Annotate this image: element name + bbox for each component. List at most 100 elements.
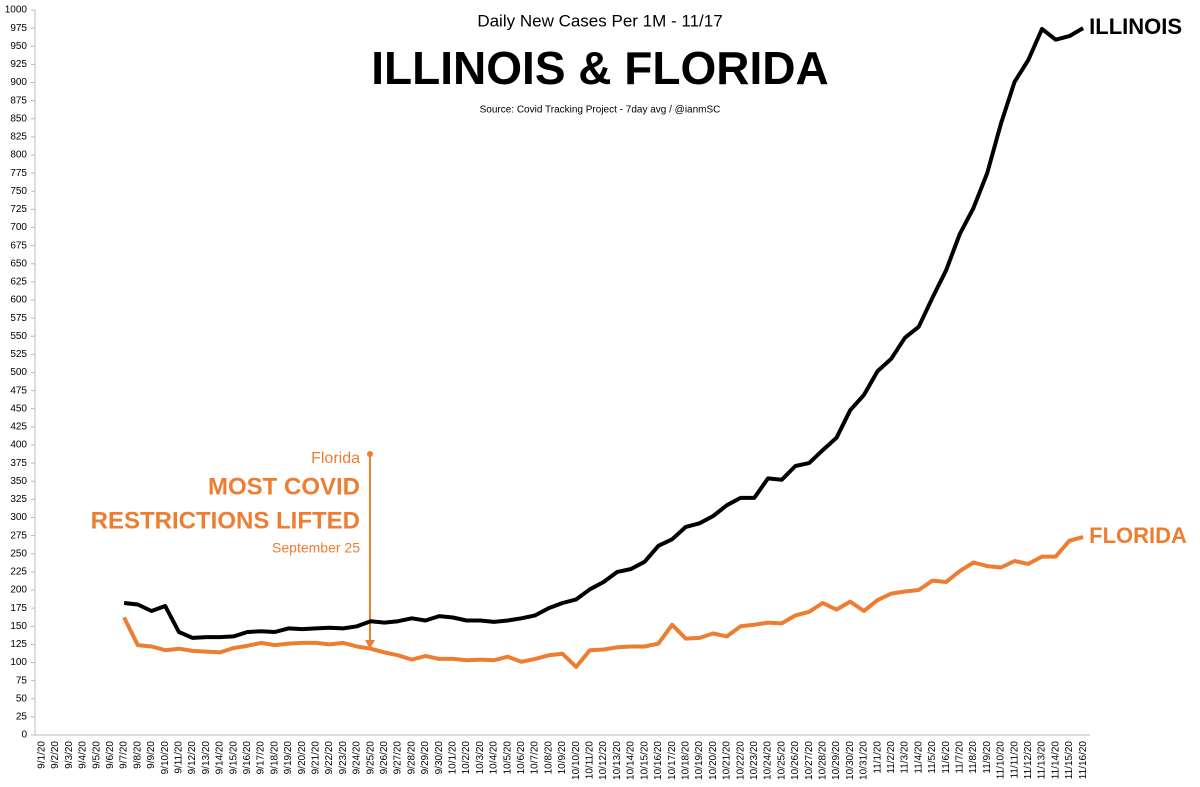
y-tick-label: 800 [10, 150, 27, 161]
x-tick-label: 10/17/20 [667, 741, 678, 780]
y-tick-label: 425 [10, 422, 27, 433]
x-tick-label: 10/26/20 [790, 741, 801, 780]
x-tick-label: 11/6/20 [941, 741, 952, 774]
x-tick-label: 9/5/20 [91, 741, 102, 769]
x-tick-label: 9/1/20 [36, 741, 47, 769]
y-tick-label: 225 [10, 567, 27, 578]
annotation-arrowhead [365, 640, 375, 649]
y-tick-label: 950 [10, 41, 27, 52]
x-tick-label: 10/8/20 [543, 741, 554, 775]
x-tick-label: 10/1/20 [448, 741, 459, 775]
annotation-text: Florida [311, 450, 360, 467]
x-tick-label: 10/9/20 [557, 741, 568, 775]
annotation: Florida MOST COVID RESTRICTIONS LIFTED S… [91, 450, 375, 649]
x-tick-label: 9/14/20 [215, 741, 226, 775]
y-tick-label: 850 [10, 113, 27, 124]
y-tick-label: 500 [10, 367, 27, 378]
x-tick-label: 11/11/20 [1009, 741, 1020, 779]
x-tick-label: 10/5/20 [502, 741, 513, 775]
annotation-text: MOST COVID [208, 473, 360, 500]
x-tick-label: 10/28/20 [817, 741, 828, 780]
x-tick-label: 10/6/20 [516, 741, 527, 775]
x-tick-label: 11/10/20 [996, 741, 1007, 780]
x-tick-label: 9/21/20 [311, 741, 322, 775]
y-tick-label: 100 [10, 657, 27, 668]
y-tick-label: 900 [10, 77, 27, 88]
y-tick-label: 975 [10, 23, 27, 34]
annotation-text: RESTRICTIONS LIFTED [91, 507, 360, 534]
x-tick-label: 9/2/20 [50, 741, 61, 769]
x-tick-label: 9/11/20 [174, 741, 185, 774]
y-tick-label: 150 [10, 621, 27, 632]
x-tick-label: 10/29/20 [831, 741, 842, 780]
y-tick-label: 875 [10, 95, 27, 106]
x-tick-label: 10/20/20 [708, 741, 719, 780]
x-tick-label: 10/2/20 [461, 741, 472, 775]
y-tick-label: 450 [10, 403, 27, 414]
x-tick-label: 11/1/20 [872, 741, 883, 774]
y-tick-label: 200 [10, 585, 27, 596]
x-tick-label: 9/26/20 [379, 741, 390, 775]
y-tick-label: 650 [10, 258, 27, 269]
y-tick-label: 325 [10, 494, 27, 505]
y-tick-label: 375 [10, 458, 27, 469]
x-tick-label: 10/15/20 [639, 741, 650, 780]
y-tick-label: 750 [10, 186, 27, 197]
x-tick-label: 9/18/20 [269, 741, 280, 775]
y-tick-label: 250 [10, 548, 27, 559]
x-tick-label: 9/19/20 [283, 741, 294, 775]
chart-title: ILLINOIS & FLORIDA [371, 42, 828, 94]
series-label: ILLINOIS [1089, 14, 1182, 39]
x-tick-label: 9/13/20 [201, 741, 212, 775]
x-tick-label: 11/14/20 [1050, 741, 1061, 780]
x-tick-label: 11/5/20 [927, 741, 938, 774]
y-tick-label: 125 [10, 639, 27, 650]
y-tick-label: 50 [16, 693, 28, 704]
x-tick-label: 9/12/20 [187, 741, 198, 775]
x-tick-label: 9/9/20 [146, 741, 157, 769]
series-line [123, 26, 1085, 640]
y-tick-label: 775 [10, 168, 27, 179]
series-line [122, 535, 1084, 669]
x-tick-label: 10/19/20 [694, 741, 705, 780]
x-tick-label: 9/6/20 [105, 741, 116, 769]
y-tick-label: 525 [10, 349, 27, 360]
y-tick-label: 600 [10, 295, 27, 306]
x-tick-label: 9/16/20 [242, 741, 253, 775]
x-tick-label: 9/7/20 [119, 741, 130, 769]
x-tick-label: 10/4/20 [489, 741, 500, 775]
chart-subtitle: Daily New Cases Per 1M - 11/17 [477, 11, 722, 30]
x-tick-label: 11/15/20 [1064, 741, 1075, 780]
x-tick-label: 9/27/20 [393, 741, 404, 775]
x-tick-label: 11/16/20 [1078, 741, 1089, 780]
x-tick-label: 9/24/20 [352, 741, 363, 775]
x-tick-label: 9/3/20 [64, 741, 75, 769]
y-tick-label: 75 [16, 675, 28, 686]
x-tick-label: 11/4/20 [913, 741, 924, 774]
x-tick-label: 11/12/20 [1023, 741, 1034, 780]
x-tick-label: 10/16/20 [653, 741, 664, 780]
x-tick-label: 10/21/20 [722, 741, 733, 780]
x-tick-label: 9/29/20 [420, 741, 431, 775]
series-label: FLORIDA [1089, 523, 1187, 548]
x-tick-label: 11/7/20 [954, 741, 965, 774]
x-tick-label: 9/25/20 [365, 741, 376, 775]
y-tick-label: 725 [10, 204, 27, 215]
y-tick-label: 0 [21, 730, 27, 741]
y-tick-label: 1000 [5, 5, 28, 16]
x-tick-label: 10/25/20 [776, 741, 787, 780]
y-tick-label: 350 [10, 476, 27, 487]
y-tick-label: 275 [10, 530, 27, 541]
x-tick-label: 9/8/20 [132, 741, 143, 769]
y-tick-label: 675 [10, 240, 27, 251]
x-tick-label: 10/24/20 [763, 741, 774, 780]
annotation-text: September 25 [272, 540, 360, 556]
x-tick-label: 9/22/20 [324, 741, 335, 775]
x-tick-label: 9/10/20 [160, 741, 171, 775]
x-tick-label: 10/27/20 [804, 741, 815, 780]
y-tick-label: 575 [10, 313, 27, 324]
x-tick-label: 11/9/20 [982, 741, 993, 774]
x-tick-label: 10/10/20 [571, 741, 582, 780]
y-tick-label: 625 [10, 277, 27, 288]
x-tick-label: 10/12/20 [598, 741, 609, 780]
